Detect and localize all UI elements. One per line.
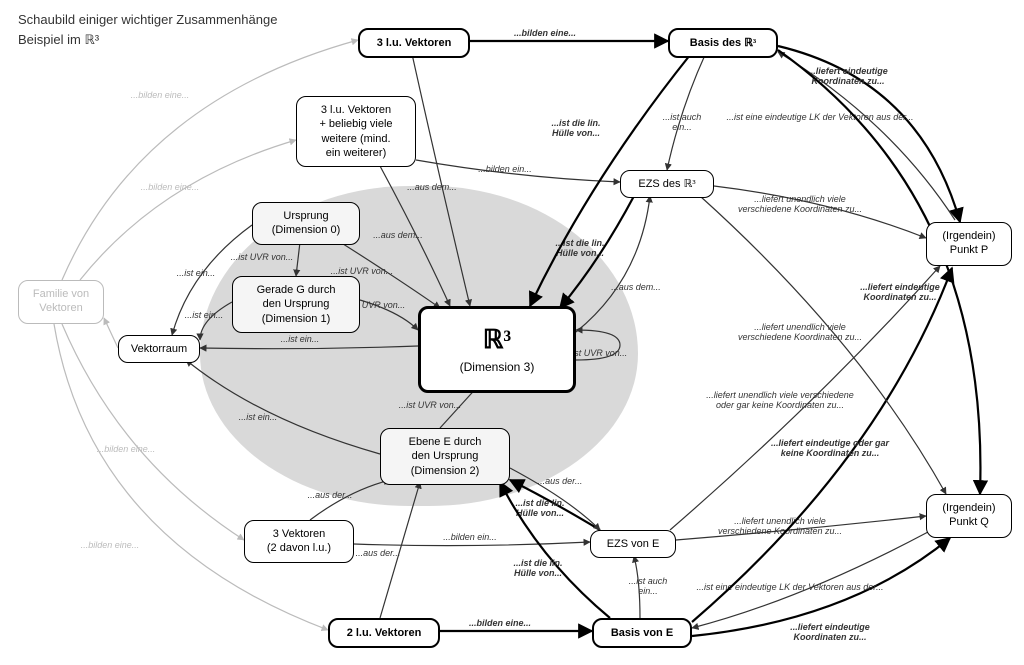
edge-label-39: Koordinaten zu... bbox=[864, 292, 937, 302]
edge-22 bbox=[296, 242, 300, 276]
edge-label-38: verschiedene Koordinaten zu... bbox=[738, 332, 862, 342]
edge-35 bbox=[692, 532, 928, 628]
edge-label-6: ...ist die lin. bbox=[555, 238, 604, 248]
node-basisE: Basis von E bbox=[592, 618, 692, 648]
node-v3lu: 3 l.u. Vektoren bbox=[358, 28, 470, 58]
edge-label-28: ...aus der... bbox=[356, 548, 401, 558]
edge-label-13: ...bilden eine... bbox=[97, 444, 156, 454]
edge-1 bbox=[778, 46, 960, 222]
edge-label-1: Koordinaten zu... bbox=[812, 76, 885, 86]
edge-19 bbox=[186, 360, 380, 454]
node-R3: ℝ³(Dimension 3) bbox=[418, 306, 576, 393]
edge-label-37: keine Koordinaten zu... bbox=[781, 448, 880, 458]
edge-label-7: ...ist die lin. bbox=[551, 118, 600, 128]
edge-label-38: ...liefert unendlich viele bbox=[754, 322, 846, 332]
edge-36 bbox=[670, 266, 940, 530]
edge-label-32: ...aus der... bbox=[538, 476, 583, 486]
node-ezsR3: EZS des ℝ³ bbox=[620, 170, 714, 198]
edge-label-6: Hülle von... bbox=[556, 248, 604, 258]
edge-label-31: ...ist die lin. bbox=[513, 558, 562, 568]
edge-30 bbox=[510, 480, 600, 530]
edge-32 bbox=[510, 468, 600, 530]
edge-38 bbox=[700, 196, 946, 494]
edge-17 bbox=[200, 302, 232, 340]
edge-label-4: ...bilden ein... bbox=[478, 164, 532, 174]
edge-label-8: ...aus dem... bbox=[407, 182, 457, 192]
edge-label-3: ein... bbox=[672, 122, 692, 132]
edge-label-29: ein... bbox=[638, 586, 658, 596]
edge-label-5: ...liefert unendlich viele bbox=[754, 194, 846, 204]
node-basisR3: Basis des ℝ³ bbox=[668, 28, 778, 58]
edge-label-9: ...aus dem... bbox=[373, 230, 423, 240]
diagram-title: Schaubild einiger wichtiger Zusammenhäng… bbox=[18, 12, 277, 27]
edge-8 bbox=[412, 54, 470, 306]
edge-39 bbox=[778, 50, 980, 494]
edge-label-26: ...aus der... bbox=[308, 490, 353, 500]
node-punktP: (Irgendein)Punkt P bbox=[926, 222, 1012, 266]
edge-label-34: ...liefert eindeutige bbox=[790, 622, 870, 632]
edge-37 bbox=[692, 268, 952, 622]
edge-label-25: ...bilden ein... bbox=[443, 532, 497, 542]
edge-9 bbox=[380, 166, 450, 306]
edge-label-33: verschiedene Koordinaten zu... bbox=[718, 526, 842, 536]
node-ursprung: Ursprung(Dimension 0) bbox=[252, 202, 360, 245]
edge-label-10: ...aus dem... bbox=[611, 282, 661, 292]
edge-label-22: ...ist UVR von... bbox=[231, 252, 294, 262]
edge-label-7: Hülle von... bbox=[552, 128, 600, 138]
edge-18 bbox=[200, 346, 418, 349]
edge-14 bbox=[54, 324, 328, 630]
edge-10 bbox=[576, 196, 650, 332]
node-v3_2lu: 3 Vektoren(2 davon l.u.) bbox=[244, 520, 354, 563]
edge-28 bbox=[380, 482, 420, 618]
node-ebeneE: Ebene E durchden Ursprung(Dimension 2) bbox=[380, 428, 510, 485]
edge-label-30: ...ist die lin. bbox=[515, 498, 564, 508]
edge-33 bbox=[676, 516, 926, 540]
edge-label-36: oder gar keine Koordinaten zu... bbox=[716, 400, 844, 410]
node-vektorraum: Vektorraum bbox=[118, 335, 200, 363]
edge-label-3: ...ist auch bbox=[663, 112, 702, 122]
edge-label-18: ...ist ein... bbox=[281, 334, 320, 344]
edge-label-0: ...bilden eine... bbox=[514, 28, 576, 38]
node-v2lu: 2 l.u. Vektoren bbox=[328, 618, 440, 648]
edge-label-33: ...liefert unendlich viele bbox=[734, 516, 826, 526]
node-v3luplus: 3 l.u. Vektoren+ beliebig vieleweitere (… bbox=[296, 96, 416, 167]
edge-label-35: ...ist eine eindeutige LK der Vektoren a… bbox=[697, 582, 884, 592]
edge-2 bbox=[778, 52, 955, 220]
diagram-subtitle: Beispiel im ℝ³ bbox=[18, 32, 99, 48]
edge-5 bbox=[714, 186, 926, 238]
edge-6 bbox=[560, 196, 634, 308]
edge-label-34: Koordinaten zu... bbox=[794, 632, 867, 642]
edge-label-29: ...ist auch bbox=[629, 576, 668, 586]
edge-label-31: Hülle von... bbox=[514, 568, 562, 578]
edge-4 bbox=[416, 160, 620, 182]
node-geradeG: Gerade G durchden Ursprung(Dimension 1) bbox=[232, 276, 360, 333]
edge-label-2: ...ist eine eindeutige LK der Vektoren a… bbox=[727, 112, 914, 122]
edge-label-36: ...liefert unendlich viele verschiedene bbox=[706, 390, 854, 400]
node-ezsE: EZS von E bbox=[590, 530, 676, 558]
edge-label-11: ...bilden eine... bbox=[131, 90, 190, 100]
node-punktQ: (Irgendein)Punkt Q bbox=[926, 494, 1012, 538]
edge-label-39: ...liefert eindeutige bbox=[860, 282, 940, 292]
edge-label-12: ...bilden eine... bbox=[141, 182, 200, 192]
edge-label-23: ...ist UVR von... bbox=[399, 400, 462, 410]
edge-3 bbox=[667, 55, 705, 170]
edge-label-16: ...ist ein... bbox=[177, 268, 216, 278]
edge-label-14: ...bilden eine... bbox=[81, 540, 140, 550]
edge-21 bbox=[360, 300, 418, 330]
node-familie: Familie vonVektoren bbox=[18, 280, 104, 324]
edge-34 bbox=[692, 538, 950, 636]
edge-label-19: ...ist ein... bbox=[239, 412, 278, 422]
edge-24 bbox=[576, 330, 620, 360]
edge-label-17: ...ist ein... bbox=[185, 310, 224, 320]
edge-29 bbox=[634, 556, 640, 618]
edge-label-20: ...ist UVR von... bbox=[331, 266, 394, 276]
edge-label-30: Hülle von... bbox=[516, 508, 564, 518]
edge-26 bbox=[310, 480, 390, 520]
edge-15 bbox=[104, 318, 118, 348]
edge-25 bbox=[354, 542, 590, 546]
edge-label-5: verschiedene Koordinaten zu... bbox=[738, 204, 862, 214]
edge-label-37: ...liefert eindeutige oder gar bbox=[771, 438, 890, 448]
edge-label-27: ...bilden eine... bbox=[469, 618, 531, 628]
edge-label-1: ...liefert eindeutige bbox=[808, 66, 888, 76]
